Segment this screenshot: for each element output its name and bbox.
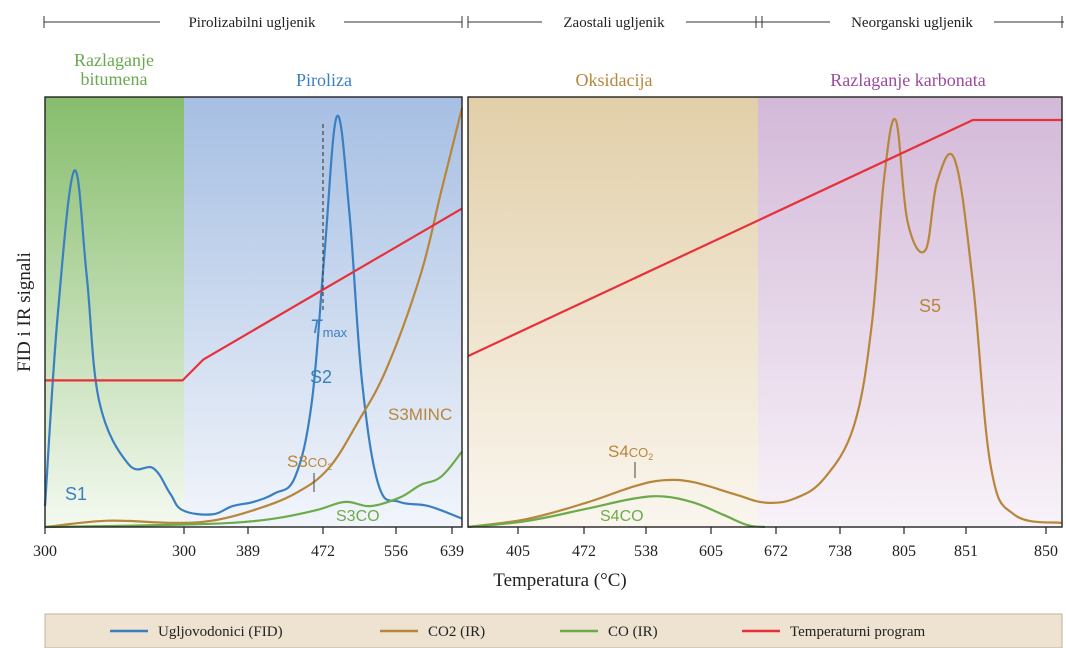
x-tick-label: 405 xyxy=(506,543,530,560)
legend-label: CO2 (IR) xyxy=(428,624,485,640)
x-tick-label: 472 xyxy=(572,543,596,560)
peak-label-s5: S5 xyxy=(919,296,941,316)
x-tick-label: 850 xyxy=(1034,543,1058,560)
zone-oxidation-label: Oksidacija xyxy=(576,70,653,90)
legend-label: Temperaturni program xyxy=(790,624,925,640)
zone-bitumen-label-2: bitumena xyxy=(81,69,148,89)
series-pyrolysis-co-ir- xyxy=(44,450,463,529)
zone-carbonate-label: Razlaganje karbonata xyxy=(830,70,985,90)
peak-label-tmax: Tmax xyxy=(310,317,348,340)
zone-pyrolysis-label: Piroliza xyxy=(296,70,352,90)
panel-pyrolysis-frame xyxy=(44,96,463,528)
x-tick-label: 389 xyxy=(236,543,260,560)
peak-label-s3co: S3CO xyxy=(336,508,380,525)
header-inorganic-label: Neorganski ugljenik xyxy=(851,15,973,31)
header-residual-label: Zaostali ugljenik xyxy=(563,15,665,31)
peak-label-s2: S2 xyxy=(310,367,332,387)
s3co2-sub: CO xyxy=(308,455,328,470)
peak-label-s1: S1 xyxy=(65,484,87,504)
legend-box xyxy=(44,613,1063,648)
peak-label-s4co: S4CO xyxy=(600,508,644,525)
zone-carbonate xyxy=(758,97,1062,527)
x-tick-label: 851 xyxy=(954,543,978,560)
x-tick-label: 738 xyxy=(828,543,852,560)
series-oxidation-co-ir- xyxy=(467,495,766,529)
series-oxidation-temperaturni-program xyxy=(467,118,1062,358)
s4co2-sub: CO xyxy=(629,445,649,460)
x-tick-label: 556 xyxy=(384,543,408,560)
ticks-layer: 300 300 389 472 556 639 405 472 538 605 672 738 805 8… xyxy=(33,527,1058,560)
series-pyrolysis-ugljovodonici-fid- xyxy=(43,114,463,520)
peak-label-s4co2: S4CO2 xyxy=(608,442,653,462)
legend: Ugljovodonici (FID) CO2 (IR) CO (IR) Temper… xyxy=(110,624,925,640)
x-tick-label: 605 xyxy=(699,543,723,560)
panel-oxidation-frame xyxy=(467,96,1063,528)
y-axis-label: FID i IR signali xyxy=(14,252,35,372)
x-tick-label: 300 xyxy=(172,543,196,560)
series-pyrolysis-co2-ir- xyxy=(44,107,464,529)
zone-bitumen xyxy=(45,97,184,527)
tmax-main: T xyxy=(310,317,323,338)
x-tick-label: 300 xyxy=(33,543,57,560)
legend-label: Ugljovodonici (FID) xyxy=(158,624,283,640)
zone-bitumen-label-1: Razlaganje xyxy=(74,50,154,70)
series-oxidation-co2-ir- xyxy=(467,117,1063,529)
peak-label-s3minc: S3MINC xyxy=(388,405,452,424)
legend-label: CO (IR) xyxy=(608,624,658,640)
s4co2-main: S4 xyxy=(608,442,629,461)
x-tick-label: 805 xyxy=(892,543,916,560)
peak-label-s3co2: S3CO2 xyxy=(287,452,332,472)
s4co2-subsub: 2 xyxy=(648,452,653,462)
zone-oxidation xyxy=(468,97,758,527)
x-tick-label: 639 xyxy=(440,543,464,560)
s3co2-main: S3 xyxy=(287,452,308,471)
series-pyrolysis-temperaturni-program xyxy=(45,207,463,382)
x-tick-label: 538 xyxy=(634,543,658,560)
series-layer xyxy=(43,107,1063,529)
s3co2-subsub: 2 xyxy=(327,462,332,472)
x-axis-label: Temperatura (°C) xyxy=(493,570,626,591)
x-tick-label: 472 xyxy=(311,543,335,560)
tmax-sub: max xyxy=(323,325,348,340)
header-pyrolizable-label: Pirolizabilni ugljenik xyxy=(188,15,316,31)
x-tick-label: 672 xyxy=(764,543,788,560)
